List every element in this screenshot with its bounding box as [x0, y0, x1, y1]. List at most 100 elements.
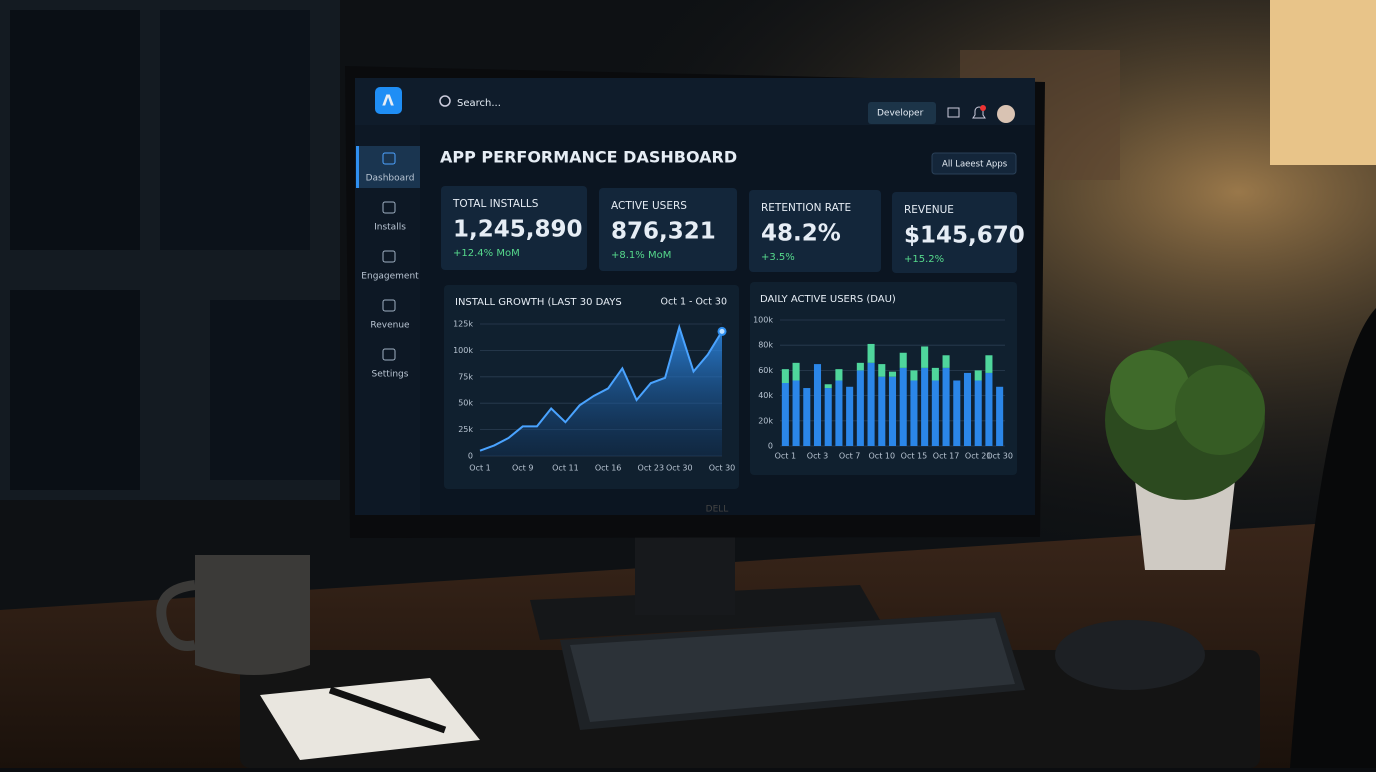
bar	[899, 367, 907, 446]
search-icon	[439, 95, 451, 107]
nav-item[interactable]: Dashboard	[366, 174, 415, 184]
logo[interactable]	[375, 87, 402, 114]
bar	[781, 369, 789, 383]
kpi-card	[599, 188, 737, 271]
kpi-card	[749, 190, 881, 272]
y-tick-label: 0	[468, 452, 473, 461]
nav-icon[interactable]	[382, 250, 396, 263]
bar	[867, 362, 875, 446]
area	[480, 327, 722, 456]
bar	[931, 380, 939, 446]
bar	[792, 362, 800, 381]
kpi-value: $145,670	[904, 223, 1025, 249]
x-tick-label: Oct 21	[965, 452, 992, 461]
kpi-title: RETENTION RATE	[761, 202, 851, 214]
kpi-value: 876,321	[611, 219, 716, 245]
search[interactable]: Search...	[457, 98, 501, 109]
x-tick-label: Oct 17	[933, 452, 960, 461]
x-tick-label: Oct 1	[775, 452, 796, 461]
bar	[867, 343, 875, 363]
bar	[931, 367, 939, 381]
kpi-title: REVENUE	[904, 204, 954, 216]
end-point	[717, 326, 727, 336]
bar	[953, 380, 961, 446]
avatar[interactable]	[997, 105, 1015, 123]
kpi-title: TOTAL INSTALLS	[452, 198, 539, 210]
y-tick-label: 100k	[453, 346, 473, 355]
kpi-value: 48.2%	[761, 221, 841, 247]
kpi-card	[892, 192, 1017, 273]
nav-item[interactable]: Engagement	[361, 272, 419, 282]
bar	[888, 376, 897, 446]
x-tick-label: Oct 30	[986, 452, 1013, 461]
kpi-change: +15.2%	[904, 254, 944, 265]
y-tick-label: 80k	[758, 341, 773, 350]
y-tick-label: 125k	[453, 320, 473, 329]
bar	[963, 372, 972, 446]
bar	[888, 371, 897, 377]
x-tick-label: Oct 16	[595, 464, 622, 473]
x-tick-label: Oct 10	[869, 452, 896, 461]
nav-item[interactable]: Settings	[372, 370, 409, 380]
x-tick-label: Oct 30	[666, 464, 693, 473]
bar	[878, 364, 886, 377]
y-tick-label: 75k	[458, 372, 473, 381]
bar	[878, 376, 886, 446]
y-tick-label: 20k	[758, 416, 773, 425]
x-tick-label: Oct 3	[807, 452, 828, 461]
chart-subtitle: Oct 1 - Oct 30	[661, 297, 728, 308]
y-tick-label: 60k	[758, 366, 773, 375]
bar	[996, 386, 1004, 446]
bar	[813, 364, 822, 446]
nav-item[interactable]: Revenue	[370, 321, 410, 331]
logo-text: Λ	[382, 92, 394, 110]
kpi-change: +12.4% MoM	[453, 248, 520, 259]
filter[interactable]	[931, 152, 1017, 175]
x-tick-label: Oct 30	[709, 464, 736, 473]
nav-icon[interactable]	[382, 201, 396, 214]
badge	[980, 105, 986, 111]
bar	[856, 370, 864, 446]
y-tick-label: 40k	[758, 391, 773, 400]
nav-icon[interactable]	[382, 348, 396, 361]
line	[479, 323, 723, 452]
bar	[792, 380, 800, 446]
kpi-title: ACTIVE USERS	[611, 200, 687, 212]
bell[interactable]	[972, 106, 986, 119]
bar	[921, 367, 929, 446]
icon[interactable]	[947, 107, 960, 118]
page-title: APP PERFORMANCE DASHBOARD	[440, 148, 737, 167]
bar	[985, 355, 993, 373]
bar	[942, 355, 950, 368]
bar	[781, 383, 789, 446]
role: Developer	[877, 109, 924, 119]
y-tick-label: 25k	[458, 425, 473, 434]
bar	[846, 386, 854, 446]
bar	[824, 388, 832, 446]
nav-icon[interactable]	[382, 152, 396, 165]
filter-text: All Laeest Apps	[942, 160, 1008, 170]
nav-item[interactable]: Installs	[374, 223, 406, 233]
bar	[899, 352, 907, 368]
bar	[803, 388, 811, 446]
bar	[910, 380, 918, 446]
nav-indicator	[356, 146, 359, 188]
chart-title: DAILY ACTIVE USERS (DAU)	[760, 294, 896, 305]
chart-title: INSTALL GROWTH (LAST 30 DAYS	[455, 297, 622, 308]
bar	[985, 372, 993, 446]
y-tick-label: 0	[768, 442, 773, 451]
bar	[921, 346, 929, 368]
role-button[interactable]	[868, 102, 936, 124]
bar	[974, 370, 982, 381]
bar	[974, 380, 982, 446]
bar	[942, 367, 950, 446]
y-tick-label: 50k	[458, 399, 473, 408]
nav-icon[interactable]	[382, 299, 396, 312]
kpi-change: +8.1% MoM	[611, 250, 671, 261]
x-tick-label: Oct 9	[512, 464, 533, 473]
y-tick-label: 100k	[753, 316, 773, 325]
kpi-card	[441, 186, 587, 270]
x-tick-label: Oct 1	[469, 464, 490, 473]
bar	[856, 362, 864, 371]
